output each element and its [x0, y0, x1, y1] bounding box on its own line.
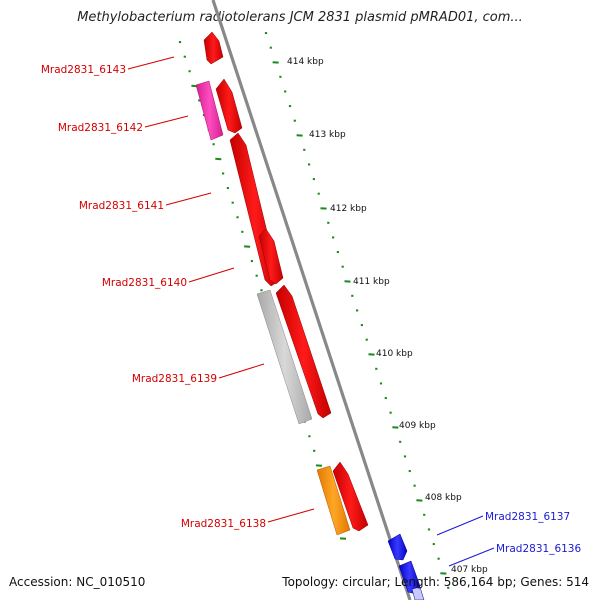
- gene-block[interactable]: [195, 80, 224, 141]
- gene-arrow[interactable]: [258, 228, 284, 285]
- accession-text: Accession: NC_010510: [9, 575, 146, 589]
- scale-label: 413 kbp: [309, 130, 346, 140]
- genome-backbone: [211, 0, 412, 600]
- gene-arrow[interactable]: [215, 78, 243, 134]
- leader-line: [267, 508, 315, 523]
- leader-line: [436, 515, 484, 536]
- leader-line: [448, 547, 495, 567]
- outer-tick-track: [264, 32, 450, 589]
- gene-label[interactable]: Mrad2831_6142: [58, 122, 143, 134]
- gene-arrow[interactable]: [332, 461, 369, 532]
- gene-label[interactable]: Mrad2831_6136: [496, 543, 581, 555]
- scale-label: 407 kbp: [451, 565, 488, 575]
- leader-line: [218, 363, 265, 379]
- leader-line: [144, 115, 189, 128]
- scale-label: 414 kbp: [287, 57, 324, 67]
- gene-arrow[interactable]: [387, 533, 408, 561]
- map-title: Methylobacterium radiotolerans JCM 2831 …: [77, 10, 523, 25]
- scale-label: 411 kbp: [353, 277, 390, 287]
- scale-label: 409 kbp: [399, 421, 436, 431]
- gene-label[interactable]: Mrad2831_6139: [132, 373, 217, 385]
- leader-line: [127, 56, 175, 70]
- leader-line: [188, 267, 235, 283]
- gene-label[interactable]: Mrad2831_6138: [181, 518, 266, 530]
- scale-label: 412 kbp: [330, 204, 367, 214]
- other-genes: [195, 80, 351, 536]
- gene-label[interactable]: Mrad2831_6143: [41, 64, 126, 76]
- scale-label: 408 kbp: [425, 493, 462, 503]
- leader-line: [165, 192, 212, 206]
- gene-label[interactable]: Mrad2831_6137: [485, 511, 570, 523]
- gene-block[interactable]: [256, 289, 313, 425]
- gene-label[interactable]: Mrad2831_6141: [79, 200, 164, 212]
- scale-labels: 414 kbp 413 kbp 412 kbp 411 kbp 410 kbp …: [287, 57, 488, 575]
- scale-label: 410 kbp: [376, 349, 413, 359]
- gene-block[interactable]: [316, 465, 351, 536]
- summary-text: Topology: circular; Length: 586,164 bp; …: [282, 575, 589, 589]
- gene-arrow[interactable]: [411, 586, 425, 600]
- leader-lines: [127, 56, 495, 567]
- reverse-genes: [387, 533, 425, 600]
- gene-labels: Mrad2831_6143 Mrad2831_6142 Mrad2831_614…: [41, 64, 582, 555]
- inner-tick-track: [178, 41, 347, 540]
- gene-arrow[interactable]: [275, 284, 332, 419]
- gene-arrow[interactable]: [203, 31, 224, 65]
- gene-label[interactable]: Mrad2831_6140: [102, 277, 187, 289]
- forward-genes: [203, 31, 369, 532]
